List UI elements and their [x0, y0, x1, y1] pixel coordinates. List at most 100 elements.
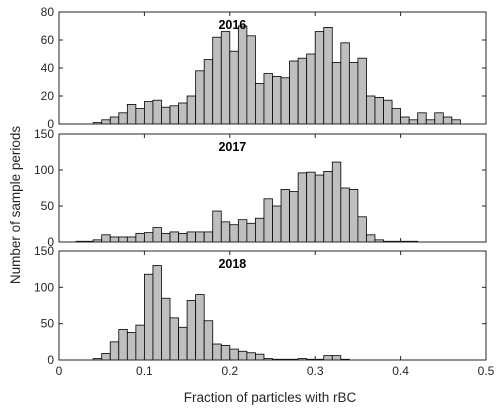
bar-2017-13 [186, 231, 197, 243]
x-tick-label-0: 0 [56, 364, 63, 378]
bar-2018-10 [178, 326, 188, 361]
bar-2016-41 [442, 116, 453, 125]
bar-2016-31 [357, 57, 367, 125]
bar-2018-5 [135, 324, 145, 361]
bar-2018-17 [237, 350, 248, 361]
bar-2016-7 [152, 99, 162, 125]
bar-2016-30 [348, 62, 359, 125]
bar-2017-21 [255, 217, 265, 243]
x-tick-label-3: 0.3 [307, 364, 324, 378]
bar-2017-8 [143, 232, 154, 243]
bar-2017-16 [212, 210, 222, 243]
y-tick-label-2017-2: 100 [34, 163, 54, 177]
bar-2018-18 [246, 352, 256, 361]
bar-2016-19 [255, 83, 265, 125]
bar-2016-28 [331, 62, 342, 125]
bar-2017-4 [109, 236, 120, 243]
bar-2017-3 [101, 234, 111, 243]
bar-2016-22 [280, 77, 290, 125]
bar-2016-3 [118, 112, 128, 125]
y-tick-label-2018-1: 50 [41, 317, 55, 331]
bar-2016-40 [434, 112, 444, 125]
bar-2017-18 [229, 224, 239, 243]
y-tick-label-2018-3: 150 [34, 244, 54, 258]
bar-2018-14 [212, 343, 222, 361]
bar-2016-37 [408, 119, 419, 125]
panel-title-2017: 2017 [218, 140, 246, 154]
bar-2017-23 [272, 205, 282, 243]
bar-2016-42 [451, 119, 461, 125]
bar-2016-4 [126, 104, 137, 125]
panel-2016: 0 20 40 60 80 2016 [41, 5, 487, 131]
bar-2017-6 [126, 236, 137, 243]
bar-2016-2 [109, 116, 120, 125]
bar-2016-39 [425, 119, 436, 125]
y-tick-label-2016-0: 0 [47, 117, 54, 131]
bar-2016-23 [289, 60, 299, 125]
bar-2016-15 [220, 31, 231, 125]
bar-2017-32 [348, 189, 359, 243]
y-tick-label-2018-0: 0 [47, 353, 54, 367]
y-tick-label-2017-3: 150 [34, 127, 54, 141]
bar-2017-17 [220, 221, 231, 243]
bar-2018-19 [255, 353, 265, 361]
bar-2016-10 [178, 102, 188, 125]
bar-2016-33 [374, 97, 384, 125]
bar-2017-24 [280, 189, 290, 243]
panel-frame-2018 [58, 250, 487, 361]
bar-2017-34 [366, 234, 376, 243]
y-axis-label: Number of sample periods [8, 126, 23, 285]
bar-2017-19 [237, 219, 248, 243]
bar-2017-11 [169, 231, 179, 243]
bar-2016-25 [306, 53, 316, 125]
x-tick-label-1: 0.1 [136, 364, 153, 378]
bar-2017-10 [161, 232, 171, 243]
bar-2017-5 [118, 236, 128, 243]
panel-2017: 0 50 100 150 2017 [34, 127, 487, 249]
bar-2016-14 [212, 36, 222, 125]
bar-2016-20 [263, 73, 273, 125]
bar-2017-22 [263, 198, 273, 243]
bar-2016-26 [314, 31, 325, 125]
bar-2017-29 [323, 171, 333, 243]
x-tick-label-5: 0.5 [478, 364, 495, 378]
panel-2018: 0 50 100 150 2018 [34, 244, 487, 367]
bar-2016-12 [195, 70, 205, 125]
bar-2018-3 [118, 329, 128, 361]
bar-2017-7 [135, 232, 145, 243]
y-tick-label-2016-1: 20 [41, 89, 55, 103]
bar-2016-35 [391, 108, 401, 125]
panel-frame-2017 [58, 133, 487, 243]
bar-2017-28 [314, 174, 325, 243]
x-axis-label: Fraction of particles with rBC [184, 390, 357, 405]
bar-2016-36 [400, 116, 410, 125]
bar-2016-27 [323, 26, 333, 125]
bar-2018-15 [220, 345, 231, 361]
bar-2016-1 [101, 119, 111, 125]
bar-2017-14 [195, 231, 205, 243]
y-tick-label-2017-1: 50 [41, 199, 55, 213]
bar-2016-16 [229, 50, 239, 125]
bar-2016-34 [383, 99, 393, 125]
bar-2016-9 [169, 105, 179, 125]
panel-title-2018: 2018 [218, 257, 246, 271]
bar-2016-17 [237, 25, 248, 125]
bar-2017-31 [340, 187, 350, 243]
bar-2018-4 [126, 331, 137, 361]
bar-2016-6 [143, 101, 154, 125]
bar-2016-29 [340, 42, 350, 125]
bar-2017-12 [178, 232, 188, 243]
bar-2016-38 [417, 112, 427, 125]
bar-2018-27 [323, 355, 333, 361]
bar-2017-20 [246, 222, 256, 243]
bar-2018-13 [203, 320, 214, 361]
bar-2018-16 [229, 348, 239, 361]
histogram-panels: 0204060802016050100150201705010015020180… [34, 5, 495, 378]
bar-2018-28 [331, 355, 342, 361]
bar-2016-13 [203, 59, 214, 125]
y-tick-label-2017-0: 0 [47, 235, 54, 249]
bar-2018-11 [186, 300, 197, 361]
bar-2016-21 [272, 76, 282, 125]
bar-2017-25 [289, 191, 299, 243]
y-tick-label-2016-3: 60 [41, 33, 55, 47]
